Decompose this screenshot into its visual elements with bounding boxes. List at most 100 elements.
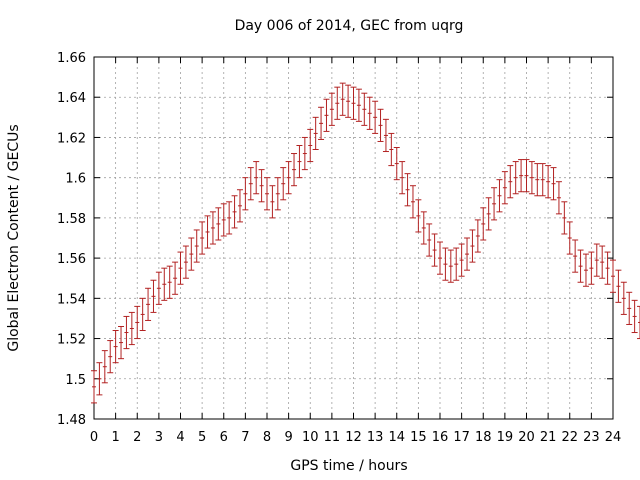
x-tick-label: 3 [155,430,163,445]
x-tick-label: 21 [540,430,557,445]
y-tick-label: 1.5 [65,373,86,388]
data-point [139,297,146,332]
x-tick-label: 6 [220,430,228,445]
data-point [534,163,541,197]
x-tick-label: 11 [324,430,341,445]
data-point [388,132,395,167]
data-point [193,229,200,263]
data-point [469,229,476,263]
data-point [253,161,260,195]
y-tick-label: 1.66 [57,51,86,66]
y-tick-label: 1.6 [65,172,86,187]
data-point [172,261,179,295]
data-point [399,161,406,195]
data-point [355,88,362,122]
data-point [334,86,341,120]
y-tick-label: 1.64 [57,91,86,106]
data-point [577,249,584,283]
x-tick-label: 15 [410,430,427,445]
data-point [372,100,379,134]
data-point [620,281,627,315]
data-point [269,185,276,219]
data-point [637,305,640,340]
data-point [631,299,638,334]
data-point [528,161,535,195]
data-series [91,82,640,404]
data-point [491,187,498,221]
y-tick-label: 1.58 [57,212,86,227]
data-point [339,82,346,116]
x-tick-label: 14 [388,430,405,445]
data-point [555,181,562,215]
x-tick-label: 5 [198,430,206,445]
data-point [474,219,481,253]
data-point [285,161,292,195]
data-point [220,203,227,237]
data-point [512,161,519,195]
data-point [155,271,162,305]
data-point [112,330,119,364]
data-point [247,167,254,201]
data-point [518,159,525,193]
data-point [301,136,308,171]
data-point [582,253,589,287]
data-point [128,311,135,346]
y-tick-label: 1.54 [57,292,86,307]
data-point [588,251,595,285]
data-point [610,259,616,293]
data-point [264,177,270,211]
data-point [350,86,357,120]
data-point [464,237,471,271]
data-point [101,350,108,384]
data-point [291,153,298,187]
data-point [604,251,611,285]
data-point [318,106,325,140]
data-point [161,267,168,301]
data-point [118,325,125,360]
x-tick-label: 24 [605,430,622,445]
x-tick-label: 0 [90,430,98,445]
x-tick-label: 17 [453,430,470,445]
data-point [236,189,243,223]
data-point [150,279,157,313]
x-tick-label: 19 [497,430,514,445]
data-point [599,245,606,279]
data-point [242,177,249,211]
data-point [615,269,622,303]
data-point [550,167,557,201]
data-point [539,163,546,197]
data-point [485,197,492,231]
x-tick-label: 12 [345,430,362,445]
data-point [420,211,427,245]
data-point [258,169,265,203]
data-point [447,249,454,283]
x-tick-label: 2 [133,430,141,445]
data-point [296,144,303,179]
data-point [593,243,600,277]
data-point [123,315,130,350]
x-axis-label: GPS time / hours [290,458,407,474]
y-tick-label: 1.52 [57,333,86,348]
data-point [307,128,314,163]
data-point [361,92,368,126]
x-tick-label: 9 [284,430,292,445]
data-point [328,92,335,126]
data-point [209,211,216,245]
data-point [226,201,233,235]
data-point [561,201,568,235]
data-point [496,179,503,213]
data-point [323,98,330,132]
data-point [280,167,287,201]
data-point [523,159,530,193]
data-point [507,165,514,199]
x-tick-label: 20 [518,430,535,445]
x-tick-label: 1 [111,430,119,445]
data-point [393,147,400,181]
data-point [188,237,195,271]
x-tick-label: 4 [176,430,184,445]
data-point [626,291,633,325]
data-point [134,305,141,340]
data-point [91,370,97,404]
x-tick-label: 10 [302,430,319,445]
